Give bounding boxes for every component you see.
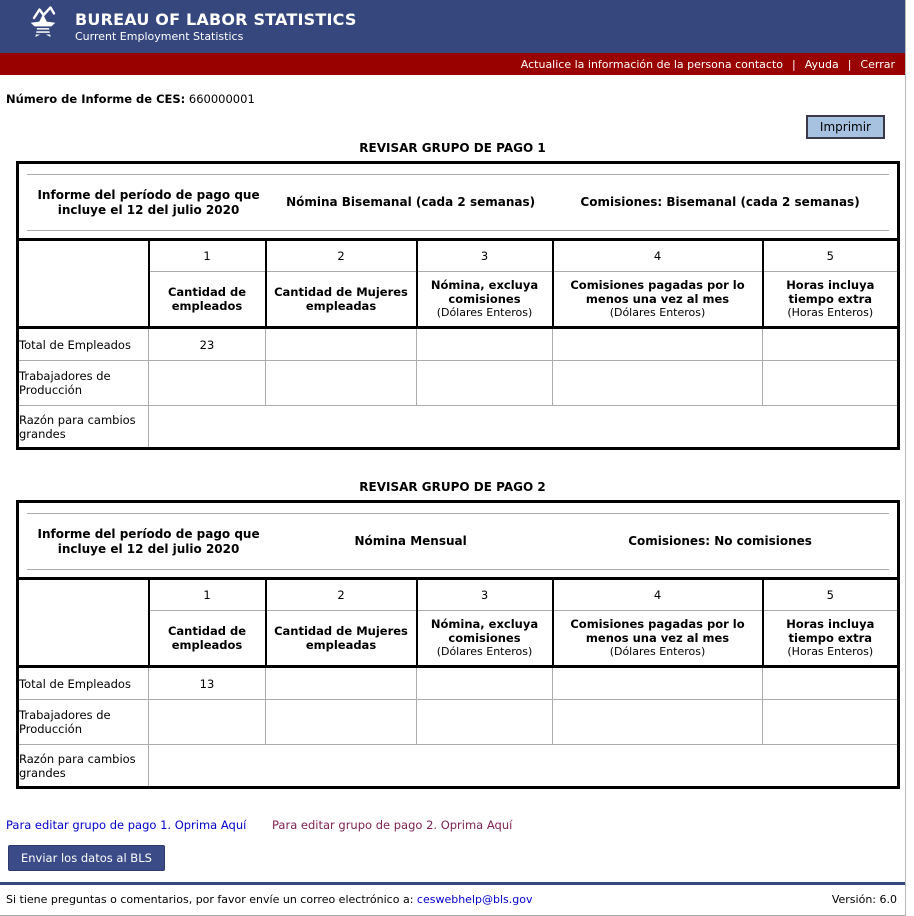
period-header-band: Informe del período de pago que incluye … (17, 501, 899, 580)
pay-group-1-title: REVISAR GRUPO DE PAGO 1 (359, 141, 546, 155)
table-cell (552, 327, 763, 361)
column-header: Nómina, excluya comisiones (Dólares Ente… (415, 610, 553, 668)
row-label: Trabajadores de Producción (17, 699, 149, 745)
program-subtitle: Current Employment Statistics (75, 29, 244, 43)
column-header: Comisiones pagadas por lo menos una vez … (551, 610, 763, 668)
table-row: Razón para cambios grandes (17, 744, 900, 788)
column-number: 2 (264, 239, 417, 272)
pay-group-1-table: Informe del período de pago que incluye … (16, 161, 901, 450)
row-label: Trabajadores de Producción (17, 360, 149, 406)
table-cell (148, 360, 266, 406)
edit-links-row: Para editar grupo de pago 1. Oprima Aquí… (6, 818, 905, 832)
pay-group-2-table: Informe del período de pago que incluye … (16, 500, 901, 789)
table-cell (761, 327, 900, 361)
footer-email-link[interactable]: ceswebhelp@bls.gov (416, 893, 533, 906)
commissions-frequency-text: Comisiones: No comisiones (628, 534, 812, 548)
pay-group-2-title: REVISAR GRUPO DE PAGO 2 (359, 480, 546, 494)
column-header: Cantidad de empleados (147, 271, 266, 329)
table-cell (265, 327, 417, 361)
nav-separator: | (792, 57, 796, 71)
period-header-band: Informe del período de pago que incluye … (17, 162, 899, 241)
edit-pay-group-2-link[interactable]: Para editar grupo de pago 2. Oprima Aquí (272, 818, 513, 832)
masthead-text: BUREAU OF LABOR STATISTICS Current Emplo… (75, 11, 357, 43)
footer-contact-text: Si tiene preguntas o comentarios, por fa… (6, 893, 414, 906)
agency-title: BUREAU OF LABOR STATISTICS (75, 9, 357, 29)
table-cell (416, 699, 553, 745)
table-cell (265, 699, 417, 745)
table-cell (552, 360, 763, 406)
table-cell (552, 699, 763, 745)
print-toolbar: Imprimir (0, 115, 905, 139)
column-number: 3 (415, 239, 553, 272)
nav-separator: | (847, 57, 852, 71)
footer-contact: Si tiene preguntas o comentarios, por fa… (6, 893, 532, 906)
table-row: Razón para cambios grandes (17, 405, 900, 449)
column-number: 4 (551, 578, 763, 611)
column-number: 3 (415, 578, 553, 611)
edit-pay-group-1-link[interactable]: Para editar grupo de pago 1. Oprima Aquí (6, 818, 247, 832)
table-row: Total de Empleados 23 (17, 327, 900, 361)
table-row: Trabajadores de Producción (17, 360, 900, 406)
table-cell (148, 699, 266, 745)
table-cell (761, 699, 900, 745)
masthead: BUREAU OF LABOR STATISTICS Current Emplo… (0, 0, 905, 53)
ces-report-number: 660000001 (188, 92, 255, 106)
ces-report-line: Número de Informe de CES: 660000001 (6, 92, 905, 106)
column-stub (17, 239, 150, 329)
submit-row: Enviar los datos al BLS (8, 845, 905, 871)
table-cell (761, 360, 900, 406)
ces-report-label: Número de Informe de CES: (6, 92, 186, 106)
column-header: Horas incluya tiempo extra (Horas Entero… (761, 271, 899, 329)
submit-to-bls-button[interactable]: Enviar los datos al BLS (8, 845, 165, 871)
table-cell (265, 360, 417, 406)
column-header: Comisiones pagadas por lo menos una vez … (551, 271, 763, 329)
payroll-frequency-text: Nómina Mensual (354, 534, 467, 548)
nav-help-link[interactable]: Ayuda (804, 57, 839, 71)
total-employees-value: 13 (148, 666, 266, 700)
column-header: Nómina, excluya comisiones (Dólares Ente… (415, 271, 553, 329)
footer: Si tiene preguntas o comentarios, por fa… (0, 885, 905, 916)
top-nav-bar: Actualice la información de la persona c… (0, 53, 905, 75)
print-button[interactable]: Imprimir (805, 115, 885, 139)
bls-star-logo-icon (24, 5, 62, 49)
row-label: Total de Empleados (17, 327, 149, 361)
table-cell (265, 666, 417, 700)
column-number: 1 (147, 239, 266, 272)
table-cell (416, 360, 553, 406)
table-cell (761, 666, 900, 700)
reason-merged-cell (147, 405, 900, 449)
period-text: Informe del período de pago que incluye … (37, 526, 260, 556)
nav-close-link[interactable]: Cerrar (860, 57, 895, 71)
table-cell (552, 666, 763, 700)
row-label: Razón para cambios grandes (17, 405, 149, 449)
row-label: Total de Empleados (17, 666, 149, 700)
total-employees-value: 23 (148, 327, 266, 361)
column-number: 1 (147, 578, 266, 611)
column-number: 5 (761, 578, 899, 611)
column-header: Horas incluya tiempo extra (Horas Entero… (761, 610, 899, 668)
column-header: Cantidad de Mujeres empleadas (264, 610, 417, 668)
footer-version: Versión: 6.0 (831, 893, 897, 906)
table-cell (416, 327, 553, 361)
column-number: 4 (551, 239, 763, 272)
column-stub (17, 578, 150, 668)
column-header: Cantidad de empleados (147, 610, 266, 668)
footer-divider (0, 882, 905, 885)
nav-update-contact-link[interactable]: Actualice la información de la persona c… (520, 57, 783, 71)
payroll-frequency-text: Nómina Bisemanal (cada 2 semanas) (286, 195, 536, 209)
table-cell (416, 666, 553, 700)
column-header: Cantidad de Mujeres empleadas (264, 271, 417, 329)
table-row: Trabajadores de Producción (17, 699, 900, 745)
column-number: 5 (761, 239, 899, 272)
column-number: 2 (264, 578, 417, 611)
commissions-frequency-text: Comisiones: Bisemanal (cada 2 semanas) (580, 195, 860, 209)
row-label: Razón para cambios grandes (17, 744, 149, 788)
reason-merged-cell (147, 744, 900, 788)
period-text: Informe del período de pago que incluye … (37, 187, 260, 217)
table-row: Total de Empleados 13 (17, 666, 900, 700)
